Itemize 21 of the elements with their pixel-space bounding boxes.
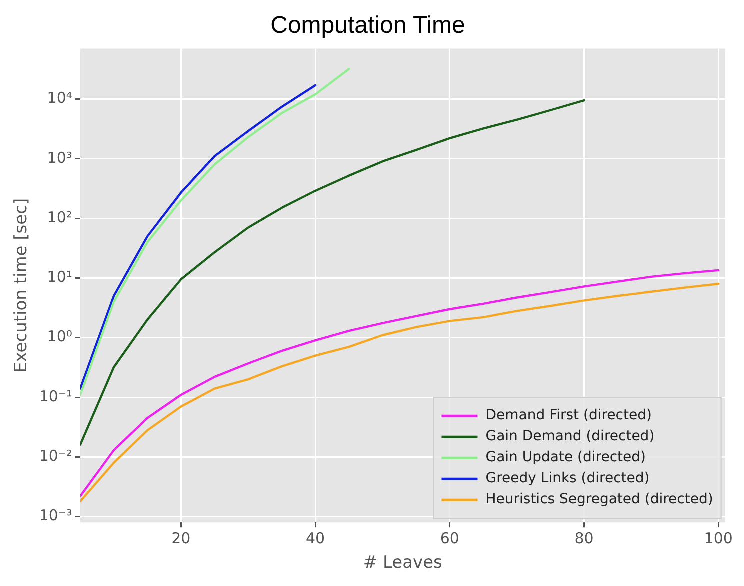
y-tick-label: 10⁴ [47,89,72,108]
y-axis-title: Execution time [sec] [12,198,32,373]
x-axis-title: # Leaves [363,553,443,574]
y-tick-label: 10² [47,208,72,226]
x-tick-label: 80 [574,529,594,548]
x-tick-label: 20 [172,529,191,548]
x-tick-label: 60 [440,529,460,548]
legend-label: Greedy Links (directed) [486,470,650,487]
y-tick-label: 10⁻³ [39,506,72,525]
legend-label: Gain Update (directed) [486,450,646,466]
legend-label: Heuristics Segregated (directed) [486,492,714,508]
y-tick-label: 10⁻² [39,447,72,466]
x-tick-label: 100 [704,529,733,548]
x-tick-label: 40 [306,529,326,548]
y-tick-label: 10⁻¹ [39,387,72,406]
y-tick-label: 10⁰ [47,328,72,346]
legend-label: Gain Demand (directed) [486,428,655,445]
y-tick-label: 10³ [47,148,72,167]
legend-label: Demand First (directed) [486,408,652,424]
y-tick-label: 10¹ [47,268,72,286]
chart-title: Computation Time [270,12,466,40]
